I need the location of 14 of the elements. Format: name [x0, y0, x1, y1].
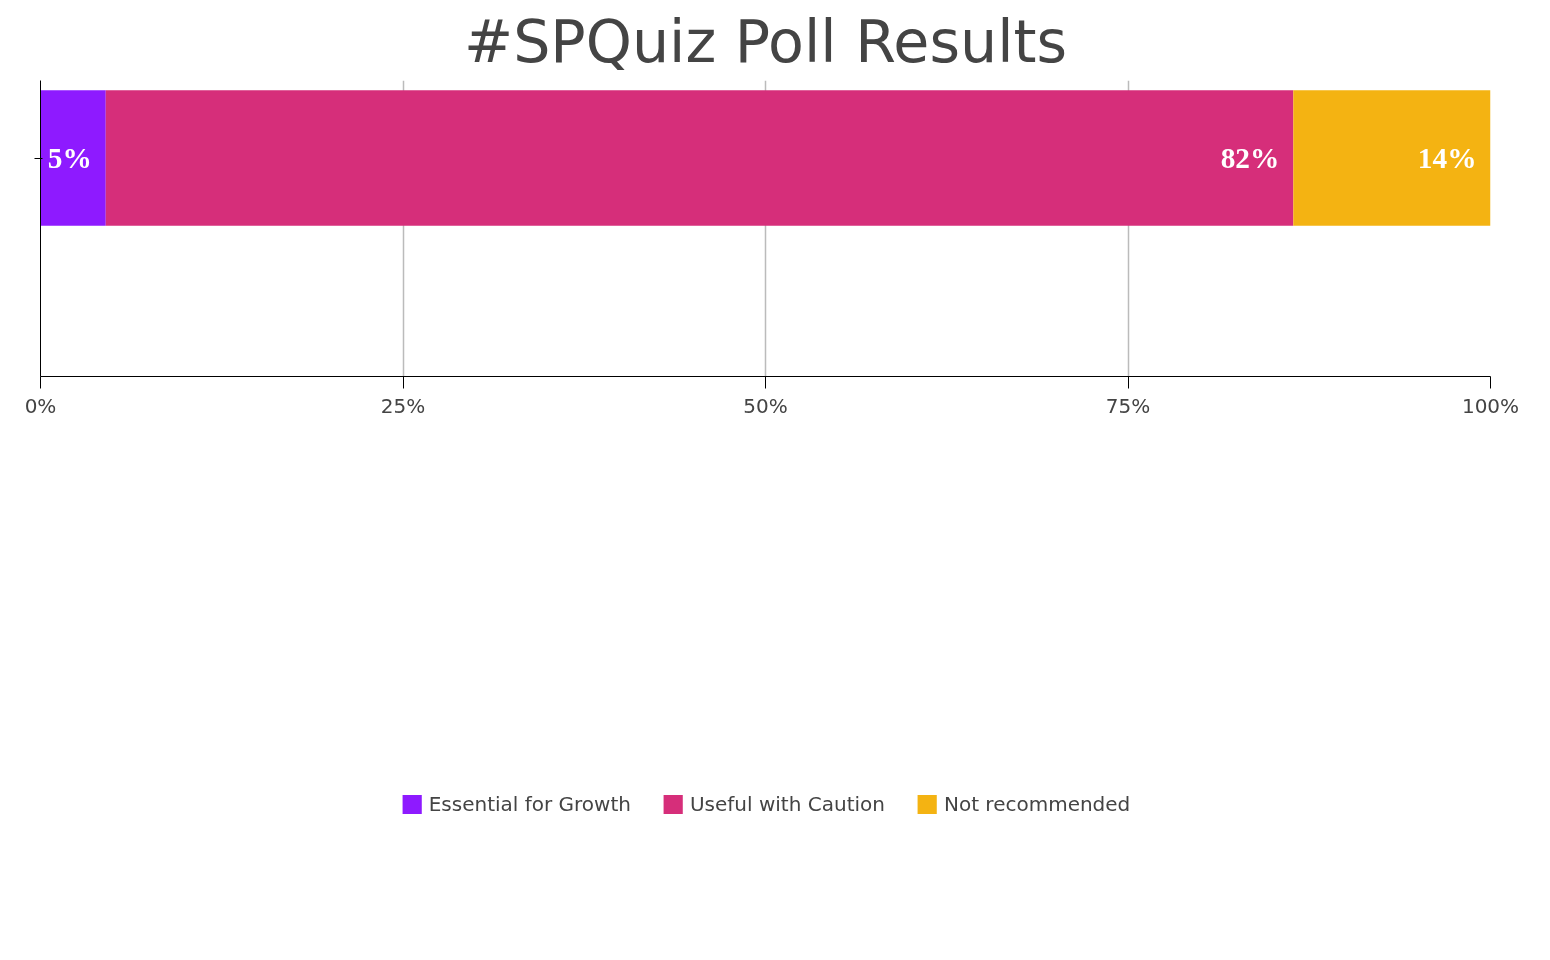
data-label: 5%	[47, 142, 92, 175]
bar	[40, 90, 106, 226]
x-tick-label: 25%	[380, 393, 426, 418]
x-tick-label: 75%	[1105, 393, 1151, 418]
x-tick-label: 100%	[1461, 393, 1520, 418]
data-label: 82%	[1220, 142, 1280, 175]
x-tick-label: 0%	[24, 393, 57, 418]
data-label: 14%	[1417, 142, 1477, 175]
legend-label: Useful with Caution	[689, 792, 885, 816]
x-tick-label: 50%	[743, 393, 788, 418]
bar	[1293, 90, 1491, 226]
legend-label: Not recommended	[943, 792, 1131, 816]
legend-label: Essential for Growth	[428, 792, 631, 816]
chart-title: #SPQuiz Poll Results	[463, 7, 1068, 76]
